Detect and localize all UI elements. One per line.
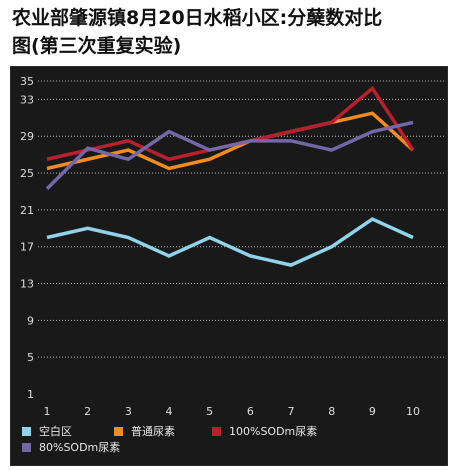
legend-label: 100%SODm尿素	[229, 425, 318, 438]
series-line-4	[45, 120, 414, 190]
y-tick-label: 17	[20, 241, 34, 254]
x-tick-label: 6	[247, 405, 254, 418]
y-axis-ticks: 1 5 9 13 17 21 25 29 33 35	[20, 75, 34, 401]
legend-label: 空白区	[39, 425, 72, 438]
legend-swatch	[212, 427, 221, 436]
y-tick-label: 21	[20, 204, 34, 217]
legend-item: 100%SODm尿素	[212, 425, 317, 439]
x-tick-label: 3	[125, 405, 132, 418]
x-axis-ticks: 1 2 3 4 5 6 7 8 9 10	[44, 405, 421, 418]
x-tick-label: 7	[288, 405, 295, 418]
y-tick-label: 1	[27, 388, 34, 401]
y-tick-label: 25	[20, 167, 34, 180]
x-tick-label: 10	[406, 405, 420, 418]
x-tick-label: 8	[328, 405, 335, 418]
legend-swatch	[114, 427, 123, 436]
y-tick-label: 35	[20, 75, 34, 88]
y-tick-label: 9	[27, 314, 34, 327]
chart-title: 农业部肇源镇8月20日水稻小区:分蘖数对比 图(第三次重复实验)	[12, 7, 383, 57]
series-line-2	[46, 111, 415, 171]
y-tick-label: 5	[27, 351, 34, 364]
legend-item: 空白区	[22, 425, 72, 439]
x-tick-label: 1	[44, 405, 51, 418]
legend-item: 普通尿素	[114, 425, 175, 439]
series-lines	[45, 85, 415, 267]
legend-swatch	[22, 443, 31, 452]
x-tick-label: 4	[166, 405, 173, 418]
y-tick-label: 33	[20, 93, 34, 106]
x-tick-label: 5	[206, 405, 213, 418]
legend-swatch	[22, 427, 31, 436]
y-tick-label: 29	[20, 130, 34, 143]
x-tick-label: 2	[84, 405, 91, 418]
legend-label: 普通尿素	[131, 425, 175, 438]
legend-item: 80%SODm尿素	[22, 441, 120, 455]
y-tick-label: 13	[20, 278, 34, 291]
x-tick-label: 9	[369, 405, 376, 418]
series-line-1	[46, 217, 414, 267]
legend-label: 80%SODm尿素	[39, 441, 121, 454]
